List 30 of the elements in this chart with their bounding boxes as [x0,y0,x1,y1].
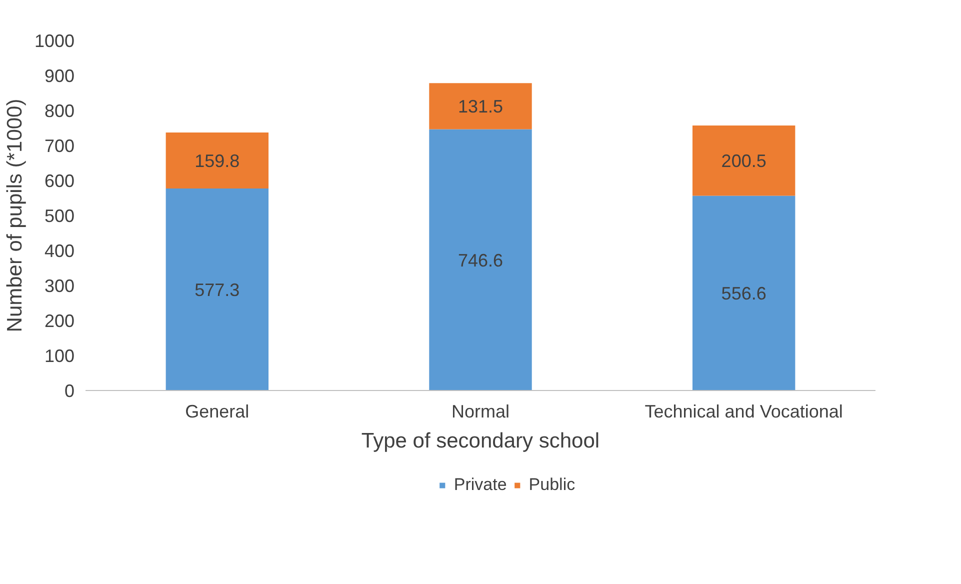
data-label: 746.6 [458,250,504,270]
y-tick-label: 900 [44,66,75,86]
bar [166,132,269,188]
bar [166,188,269,390]
y-tick-label: 300 [44,276,75,296]
x-axis-title: Type of secondary school [361,430,600,452]
y-tick-label: 800 [44,101,75,121]
bar [429,129,532,390]
y-tick-label: 600 [44,171,75,191]
bar [429,83,532,130]
legend-label: Public [528,475,576,495]
data-label: 159.8 [194,150,240,171]
data-label: 131.5 [458,96,504,117]
y-axis-title: Number of pupils (*1000) [3,98,26,332]
bar [692,196,796,390]
y-tick-label: 200 [44,311,75,331]
y-tick-label: 0 [64,381,75,401]
x-tick-label: General [185,402,250,422]
x-tick-label: Technical and Vocational [644,402,843,422]
data-label: 577.3 [194,280,240,300]
y-tick-label: 400 [44,241,75,261]
y-tick-label: 700 [44,136,75,156]
data-label: 200.5 [721,151,766,172]
y-tick-label: 100 [44,346,75,366]
bar [692,126,796,196]
data-label: 556.6 [721,284,766,304]
x-tick-label: Normal [451,402,510,422]
y-tick-label: 1000 [34,31,75,51]
legend-label: Private [454,475,507,495]
y-tick-label: 500 [44,206,75,226]
